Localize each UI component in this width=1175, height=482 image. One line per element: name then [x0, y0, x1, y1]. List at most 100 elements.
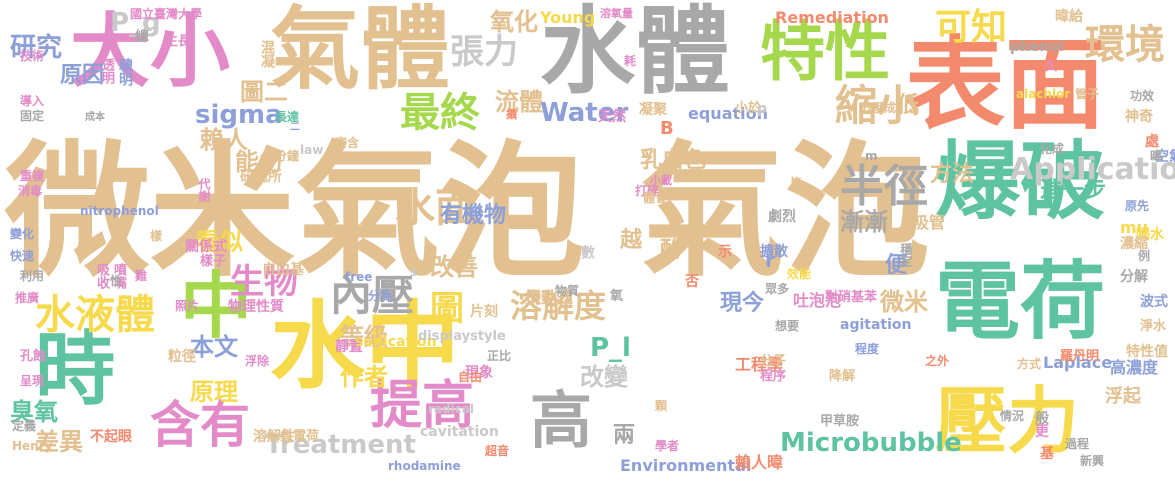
cloud-word: 天然 [598, 109, 626, 125]
cloud-word: 流體 [495, 88, 543, 116]
cloud-word: 研究 [10, 33, 63, 63]
cloud-word: 處 [1145, 134, 1159, 150]
cloud-word: 不起眼 [90, 429, 132, 445]
cloud-word: 圖二 [240, 78, 288, 106]
cloud-word: sigma [195, 100, 283, 130]
cloud-word: 般 [1035, 411, 1049, 427]
cloud-word: rhodamine [388, 459, 461, 473]
cloud-word: m [865, 149, 878, 163]
cloud-word: 學者 [655, 439, 680, 453]
cloud-word: 半徑 [840, 161, 928, 212]
cloud-word: 水中 [270, 292, 461, 402]
cloud-word: 看似 [195, 228, 243, 256]
cloud-word: 原先 [1125, 199, 1150, 213]
cloud-word: 賴人 [200, 126, 248, 154]
cloud-word: 對硝基苯 [825, 290, 878, 305]
cloud-word: 氣泡 [640, 128, 930, 297]
cloud-word: 穩定 [899, 243, 913, 267]
cloud-word: 情況 [1000, 409, 1025, 423]
cloud-word: 張力 [450, 32, 518, 72]
cloud-word: 喝水 [1136, 227, 1164, 243]
cloud-word: 含有 [150, 396, 250, 454]
cloud-word: 功效 [1130, 89, 1155, 103]
cloud-word: 眾多 [765, 282, 790, 296]
cloud-word: 原因 [60, 63, 105, 88]
cloud-word: 國立臺灣大學 [130, 7, 203, 21]
cloud-word: 兩 [613, 423, 636, 448]
cloud-word: Young [540, 8, 596, 27]
cloud-word: 物質 [555, 284, 580, 298]
cloud-word: 便 [885, 253, 908, 278]
cloud-word: 化成 [1040, 142, 1065, 156]
cloud-word: 現象 [465, 365, 493, 381]
cloud-word: 溶解性 [253, 429, 295, 445]
cloud-word: 現今 [720, 291, 765, 316]
cloud-word: 氣體 [270, 0, 450, 102]
cloud-word: Treatment [265, 430, 416, 460]
cloud-word: 固定 [20, 109, 45, 123]
cloud-word: 新興 [1080, 454, 1105, 468]
cloud-word: 最終 [400, 90, 480, 136]
cloud-word: 程度 [855, 342, 880, 356]
cloud-word: 粒徑 [168, 349, 196, 365]
cloud-word: 微米 [880, 288, 928, 316]
cloud-word: 更 [1035, 424, 1049, 440]
cloud-word: 暐 [1150, 149, 1163, 163]
cloud-word: 越 [620, 228, 643, 253]
cloud-word: cavitation [420, 424, 499, 440]
cloud-word: 賴人暐 [735, 453, 784, 472]
cloud-word: 吸管 [913, 213, 946, 232]
cloud-word: 想要 [775, 319, 800, 333]
cloud-word: 濃縮 [1120, 236, 1148, 252]
cloud-word: Henry [12, 439, 53, 453]
cloud-word: 表面 [905, 26, 1105, 143]
cloud-word: 分子 [760, 354, 787, 369]
cloud-word: 程序 [760, 369, 787, 384]
cloud-word: 顆 [655, 399, 668, 413]
cloud-word: 差異 [35, 428, 83, 456]
cloud-word: 內壓 [330, 271, 415, 320]
cloud-word: 中 [180, 264, 253, 348]
cloud-word: 浮除 [245, 354, 270, 368]
cloud-word: Remediation [775, 8, 889, 27]
cloud-word: 分為 [368, 289, 393, 303]
cloud-word: 變化 [10, 227, 35, 241]
cloud-word: 等級 [340, 323, 388, 351]
cloud-word: 分壓成 [860, 101, 897, 115]
cloud-word: 快速 [10, 249, 35, 263]
cloud-word: agitation [840, 317, 912, 333]
cloud-word: 劇烈 [768, 209, 796, 225]
cloud-word: s [410, 265, 418, 279]
cloud-word: 水液體 [35, 292, 155, 338]
cloud-word: 能力 [235, 148, 283, 176]
cloud-word: 臭氧 [10, 398, 58, 426]
cloud-word: Application [1010, 152, 1175, 187]
cloud-word: 皆 [790, 176, 803, 190]
cloud-word: 工程學 [735, 355, 784, 374]
cloud-word: 呈現 [20, 374, 45, 388]
cloud-word: 物理性質 [228, 299, 284, 315]
cloud-word: 代謝 [197, 178, 211, 202]
cloud-word: 壓力 [935, 379, 1080, 463]
cloud-word: 改變 [580, 363, 628, 391]
cloud-word: 耗 [624, 54, 637, 68]
cloud-word: 甲草胺 [820, 414, 860, 429]
cloud-word: 溶氧量 [600, 7, 633, 20]
cloud-word: 孔蝕 [20, 349, 47, 364]
cloud-word: 分解 [1120, 269, 1148, 285]
cloud-word: 淨水 [1140, 319, 1167, 334]
cloud-word: 乳白色 [640, 148, 707, 173]
cloud-word: 示 [718, 244, 732, 260]
cloud-word: 長達 [275, 110, 300, 124]
cloud-word: Environmental [620, 456, 752, 475]
cloud-word: 靜置 [335, 339, 363, 355]
cloud-word: 小載 [650, 174, 672, 187]
cloud-word: 高濃度 [1110, 358, 1159, 377]
cloud-word: equation [688, 104, 769, 123]
cloud-word: 超音 [485, 444, 510, 458]
cloud-word: 關係式 [185, 239, 227, 255]
cloud-word: 基 [1040, 446, 1054, 462]
cloud-word: 分鐘 [275, 149, 300, 163]
cloud-word: r [765, 248, 775, 272]
cloud-word: alachlor [1016, 87, 1071, 101]
